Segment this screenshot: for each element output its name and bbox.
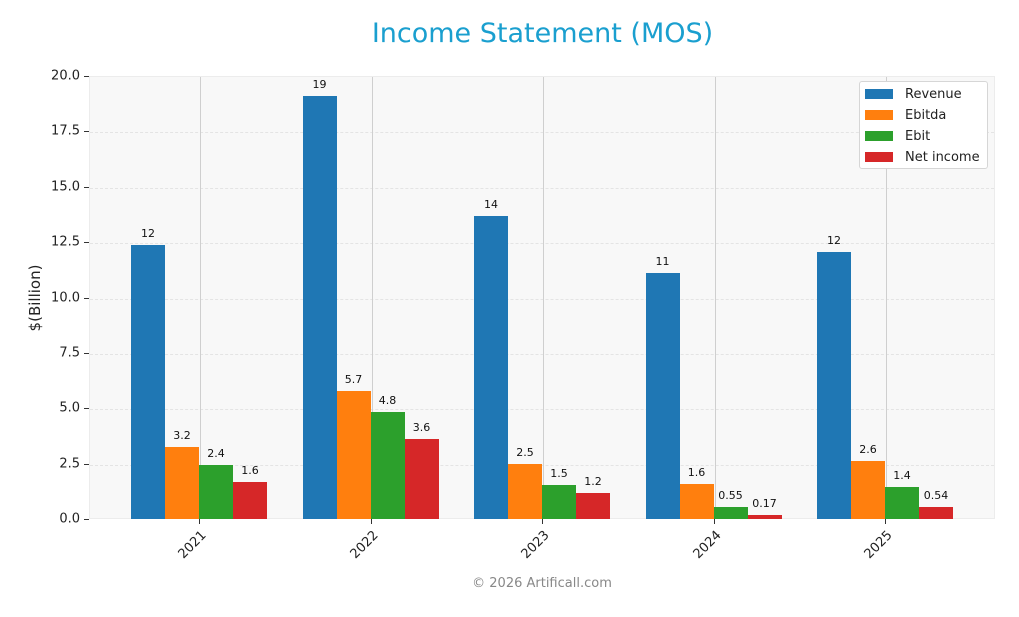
legend-item-revenue: Revenue (865, 86, 962, 102)
bar-value-label: 0.17 (752, 497, 777, 511)
x-tick-mark (713, 519, 715, 524)
bar-value-label: 19 (312, 77, 327, 91)
legend-swatch-icon (865, 152, 893, 162)
bar-value-label: 14 (484, 197, 498, 211)
bar-revenue-2022 (302, 95, 337, 519)
x-tick-label: 2023 (518, 528, 553, 563)
y-gridline (90, 298, 994, 300)
x-tick-label: 2022 (347, 528, 382, 563)
bar-revenue-2024 (645, 273, 680, 519)
y-tick-mark (84, 352, 89, 354)
bar-value-label: 1.5 (550, 467, 568, 481)
bar-value-label: 12 (827, 234, 841, 248)
bar-ebit-2023 (542, 485, 576, 519)
bar-ebitda-2024 (679, 484, 714, 519)
legend-swatch-icon (865, 131, 893, 141)
y-tick-mark (84, 186, 89, 188)
y-tick-mark (84, 242, 89, 244)
legend-label: Revenue (905, 86, 962, 102)
legend-item-ebit: Ebit (865, 128, 931, 144)
legend: Revenue Ebitda Ebit Net income (859, 81, 988, 169)
y-tick-label: 0.0 (59, 511, 80, 527)
bar-ebit-2021 (199, 464, 233, 519)
copyright-footer: © 2026 Artificall.com (472, 576, 612, 591)
y-gridline (90, 464, 994, 466)
bar-revenue-2021 (131, 245, 165, 519)
y-tick-label: 2.5 (59, 456, 80, 472)
bar-value-label: 3.6 (412, 421, 431, 435)
x-tick-mark (370, 519, 372, 524)
x-gridline (200, 77, 201, 518)
bar-value-label: 4.8 (378, 394, 397, 407)
bar-value-label: 1.6 (241, 464, 259, 477)
x-tick-mark (199, 519, 200, 524)
y-tick-label: 5.0 (59, 400, 80, 416)
x-gridline (371, 77, 373, 518)
bar-value-label: 1.4 (893, 469, 911, 483)
chart-title: Income Statement (MOS) (371, 18, 714, 49)
y-tick-mark (84, 463, 89, 465)
y-gridline (90, 187, 994, 189)
bar-net-income-2022 (404, 439, 439, 519)
y-tick-mark (84, 76, 89, 77)
bar-ebit-2024 (713, 506, 748, 519)
x-gridline (886, 77, 887, 518)
y-tick-label: 20.0 (51, 68, 80, 84)
bar-value-label: 2.4 (207, 446, 225, 460)
y-tick-label: 15.0 (51, 179, 80, 195)
x-gridline (543, 77, 544, 518)
y-gridline (90, 353, 994, 355)
y-gridline (90, 243, 994, 245)
y-gridline (90, 132, 994, 134)
x-tick-mark (885, 519, 886, 524)
bar-ebitda-2021 (165, 447, 199, 519)
x-tick-mark (542, 519, 543, 524)
legend-label: Ebit (905, 128, 931, 144)
bar-net-income-2024 (747, 515, 782, 519)
bar-value-label: 0.55 (718, 488, 743, 502)
bar-value-label: 12 (141, 227, 155, 240)
legend-item-net-income: Net income (865, 149, 980, 165)
bar-ebitda-2022 (336, 390, 371, 519)
y-axis-title: $(Billion) (26, 264, 44, 332)
bar-net-income-2021 (233, 482, 267, 519)
bar-revenue-2025 (817, 252, 851, 519)
bar-net-income-2023 (576, 493, 610, 519)
y-tick-label: 7.5 (59, 345, 80, 361)
legend-label: Net income (905, 149, 980, 165)
bar-value-label: 0.54 (923, 489, 949, 503)
legend-swatch-icon (865, 110, 893, 120)
legend-swatch-icon (865, 89, 893, 99)
bar-value-label: 1.2 (584, 475, 602, 489)
x-tick-label: 2021 (175, 528, 210, 563)
y-tick-label: 10.0 (51, 290, 80, 305)
bar-ebit-2025 (885, 487, 919, 519)
bar-value-label: 2.6 (859, 442, 877, 456)
bar-net-income-2025 (919, 507, 953, 519)
y-tick-label: 12.5 (51, 234, 80, 250)
y-tick-mark (84, 519, 89, 520)
bar-value-label: 11 (655, 255, 670, 269)
y-tick-mark (84, 297, 89, 299)
y-tick-mark (84, 408, 89, 410)
x-tick-label: 2024 (690, 528, 725, 563)
legend-item-ebitda: Ebitda (865, 107, 947, 123)
bar-ebit-2022 (370, 412, 405, 519)
bar-ebitda-2025 (851, 460, 885, 519)
y-tick-mark (84, 131, 89, 133)
bar-value-label: 2.5 (516, 446, 534, 460)
bar-value-label: 1.6 (687, 466, 706, 479)
bar-value-label: 5.7 (344, 372, 363, 386)
legend-label: Ebitda (905, 107, 947, 123)
x-gridline (714, 77, 716, 518)
y-gridline (90, 409, 994, 411)
x-tick-label: 2025 (861, 528, 896, 563)
bar-ebitda-2023 (508, 464, 542, 519)
bar-value-label: 3.2 (173, 429, 191, 442)
y-tick-label: 17.5 (51, 123, 80, 139)
bar-revenue-2023 (474, 215, 508, 519)
